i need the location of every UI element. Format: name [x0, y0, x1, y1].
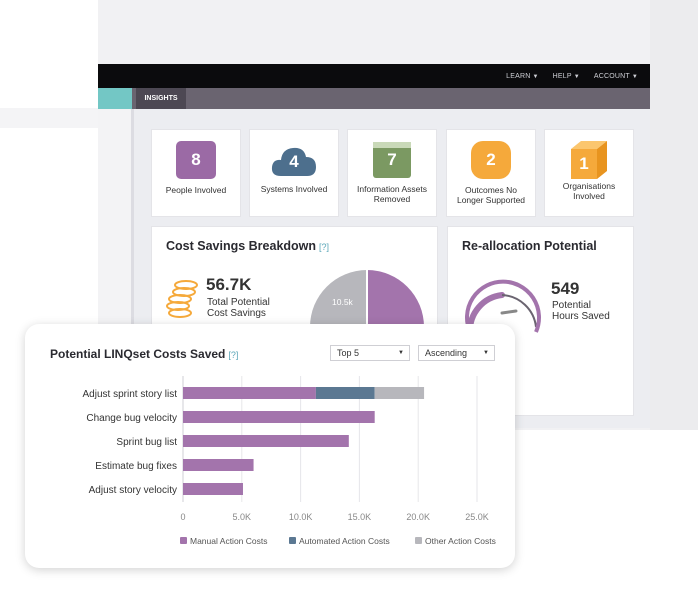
stat-card-systems[interactable]: 4 Systems Involved	[249, 129, 339, 217]
cloud-icon: 4	[269, 140, 319, 180]
chevron-down-icon: ▼	[483, 350, 489, 356]
outcomes-badge: 2	[471, 141, 511, 179]
x-tick-label: 5.0K	[233, 512, 252, 522]
linqset-bar-chart: 0 5.0K 10.0K 15.0K 20.0K 25.0K Adjust sprint s…	[83, 376, 496, 546]
category-label: Adjust sprint story list	[83, 389, 178, 400]
panel-title: Re-allocation Potential	[462, 239, 597, 253]
legend-item[interactable]: Automated Action Costs	[289, 536, 390, 546]
x-tick-label: 20.0K	[406, 512, 430, 522]
stat-card-people[interactable]: 8 People Involved	[151, 129, 241, 217]
panel-title: Cost Savings Breakdown [?]	[166, 239, 330, 253]
legend-swatch	[415, 537, 422, 544]
stat-label: Information Assets Removed	[357, 184, 427, 204]
stat-label: People Involved	[165, 185, 227, 195]
stat-label: Organisations Involved	[562, 181, 616, 201]
legend-item[interactable]: Other Action Costs	[415, 536, 496, 546]
sort-order-select[interactable]: Ascending ▼	[418, 345, 495, 361]
reallocation-panel: Re-allocation Potential 549 Potential Ho…	[447, 226, 634, 416]
hours-value: 549	[551, 279, 580, 298]
x-tick-label: 15.0K	[348, 512, 372, 522]
hours-label: Potential Hours Saved	[552, 300, 610, 322]
stat-label: Outcomes No Longer Supported	[456, 185, 526, 205]
total-savings-value: 56.7K	[206, 275, 252, 294]
coins-icon	[164, 279, 200, 324]
stat-card-organisations[interactable]: 1 Organisations Involved	[544, 129, 634, 217]
bar-segment[interactable]	[374, 387, 425, 399]
systems-value: 4	[289, 152, 299, 171]
orgs-value: 1	[579, 154, 589, 173]
stat-card-assets[interactable]: 7 Information Assets Removed	[347, 129, 437, 217]
teal-accent	[98, 88, 132, 109]
x-tick-label: 10.0K	[289, 512, 313, 522]
nav-help[interactable]: HELP ▼	[552, 72, 580, 80]
x-tick-label: 25.0K	[465, 512, 489, 522]
card-title: Potential LINQset Costs Saved [?]	[50, 347, 239, 361]
tab-row: INSIGHTS	[98, 88, 650, 109]
box-icon: 1	[567, 139, 611, 181]
bar-segment[interactable]	[183, 459, 254, 471]
total-savings-label: Total Potential Cost Savings	[207, 297, 270, 319]
stat-label: Systems Involved	[260, 184, 328, 194]
top-n-select[interactable]: Top 5 ▼	[330, 345, 410, 361]
pie-slice-other[interactable]	[310, 270, 367, 327]
assets-value: 7	[387, 150, 397, 169]
bar-segment[interactable]	[183, 387, 316, 399]
people-badge: 8	[176, 141, 216, 179]
help-link[interactable]: [?]	[228, 350, 239, 360]
x-tick-label: 0	[180, 512, 185, 522]
legend-label: Manual Action Costs	[190, 536, 267, 546]
legend-label: Automated Action Costs	[299, 536, 390, 546]
bar-segment[interactable]	[315, 387, 375, 399]
legend-swatch	[289, 537, 296, 544]
top-navbar: LEARN ▼ HELP ▼ ACCOUNT ▼	[98, 64, 650, 88]
bar-segment[interactable]	[183, 411, 375, 423]
legend-label: Other Action Costs	[425, 536, 496, 546]
help-link[interactable]: [?]	[319, 242, 330, 252]
category-label: Adjust story velocity	[89, 485, 177, 496]
category-label: Estimate bug fixes	[95, 461, 177, 472]
legend-swatch	[180, 537, 187, 544]
category-label: Sprint bug list	[116, 437, 177, 448]
linqset-costs-card: Potential LINQset Costs Saved [?] Top 5 ▼ …	[25, 324, 515, 568]
pie-label: 10.5k	[332, 297, 354, 307]
document-icon: 7	[371, 140, 413, 180]
bar-segment[interactable]	[183, 483, 243, 495]
bar-segment[interactable]	[183, 435, 349, 447]
nav-learn[interactable]: LEARN ▼	[506, 72, 539, 80]
legend-item[interactable]: Manual Action Costs	[180, 536, 267, 546]
nav-account[interactable]: ACCOUNT ▼	[593, 72, 638, 80]
category-label: Change bug velocity	[86, 413, 177, 424]
stat-card-outcomes[interactable]: 2 Outcomes No Longer Supported	[446, 129, 536, 217]
chevron-down-icon: ▼	[398, 350, 404, 356]
tab-insights[interactable]: INSIGHTS	[136, 88, 186, 109]
